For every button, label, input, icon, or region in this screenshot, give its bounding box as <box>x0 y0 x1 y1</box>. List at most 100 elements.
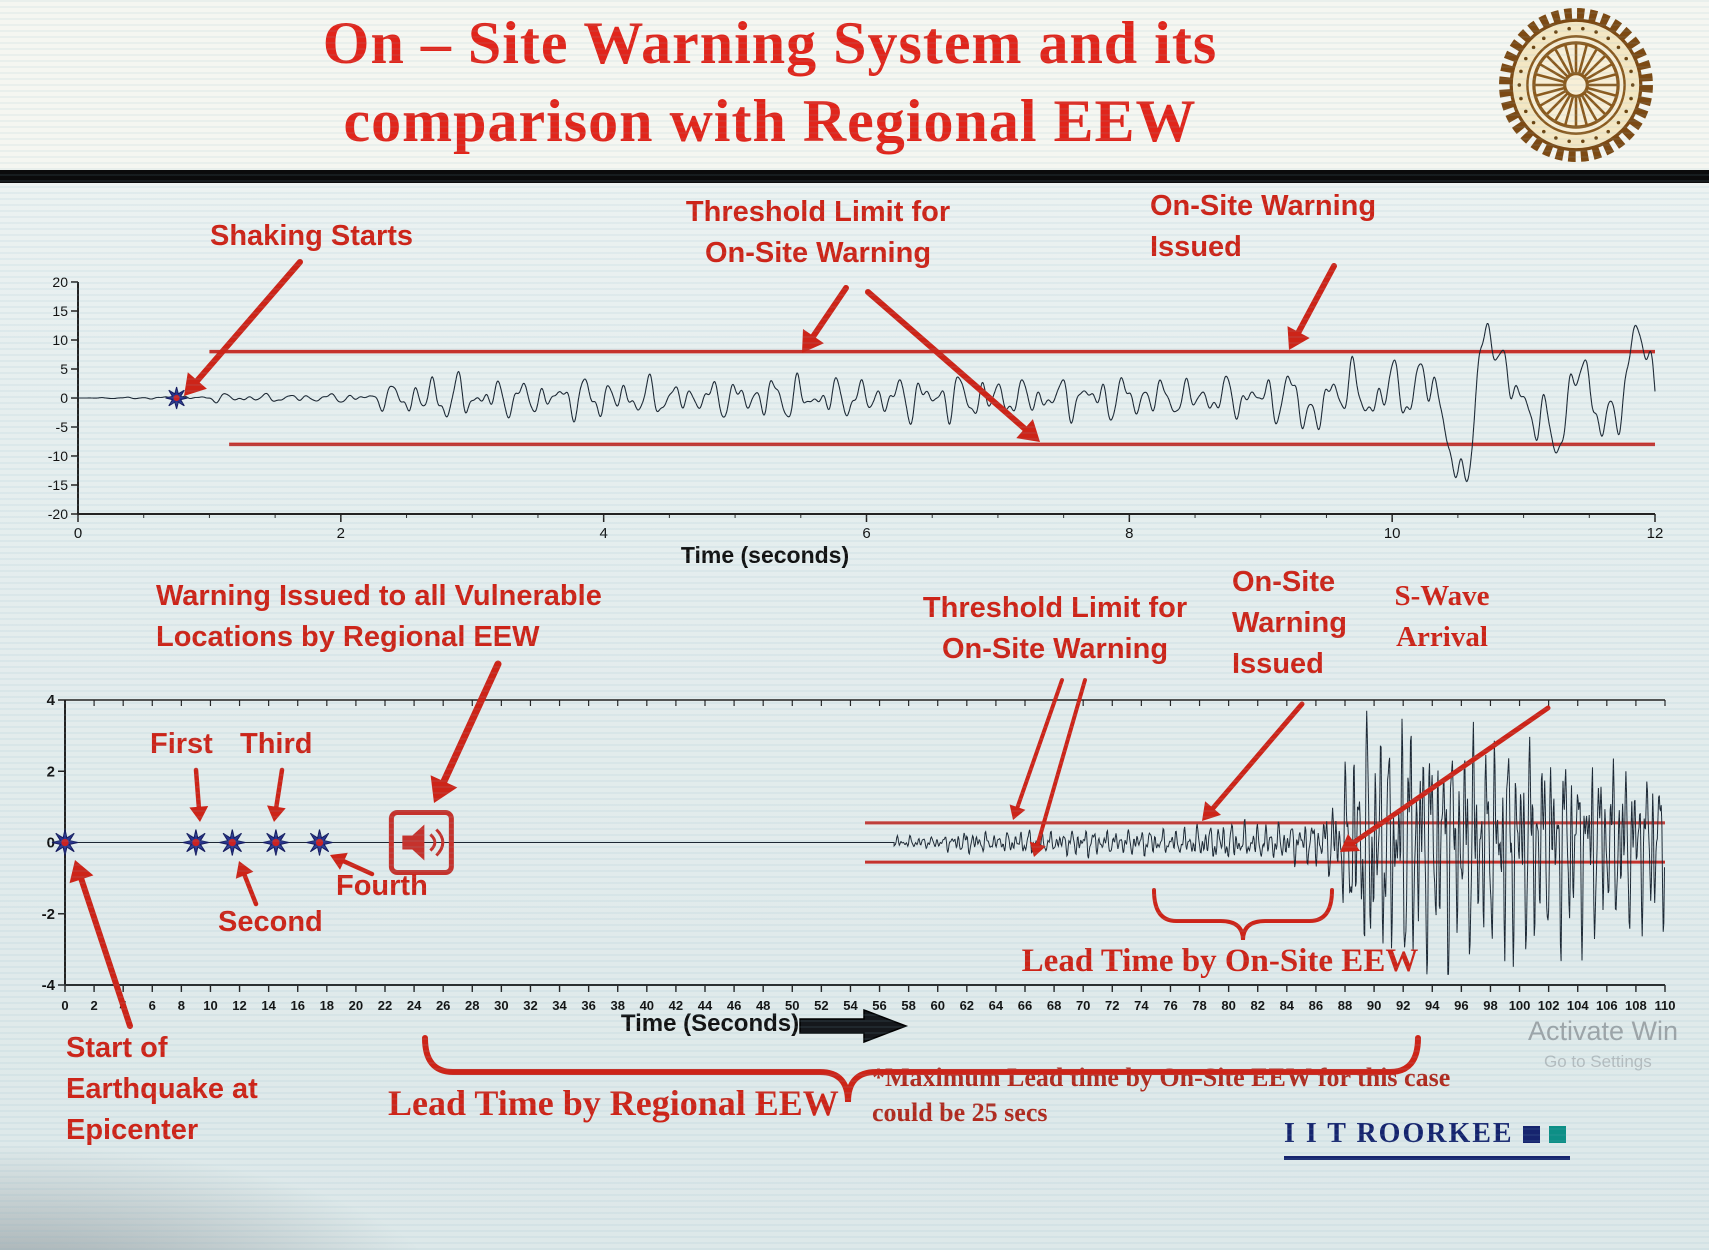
brand-square-navy-icon <box>1522 1125 1540 1143</box>
svg-text:106: 106 <box>1596 998 1618 1013</box>
svg-text:78: 78 <box>1192 998 1206 1013</box>
svg-text:0: 0 <box>47 835 55 852</box>
svg-text:4: 4 <box>599 525 607 542</box>
title-line-1: On – Site Warning System and its <box>322 10 1218 76</box>
svg-text:74: 74 <box>1134 998 1149 1013</box>
threshold-limit-label-top: Threshold Limit for On-Site Warning <box>685 196 951 270</box>
svg-text:108: 108 <box>1625 998 1647 1013</box>
svg-text:90: 90 <box>1367 998 1381 1013</box>
svg-text:46: 46 <box>727 998 741 1013</box>
svg-text:82: 82 <box>1250 998 1264 1013</box>
svg-text:-2: -2 <box>42 906 55 923</box>
svg-text:98: 98 <box>1483 998 1497 1013</box>
shaking-starts-label: Shaking Starts <box>210 220 414 252</box>
brand-underline <box>1284 1156 1570 1160</box>
iit-roorkee-wordmark: I I T ROORKEE <box>1284 1118 1566 1150</box>
svg-text:-20: -20 <box>48 506 68 522</box>
chart2-x-axis-label: Time (Seconds) <box>620 1010 800 1037</box>
svg-text:-15: -15 <box>48 477 68 493</box>
onsite-warning-issued-label-top: On-Site Warning Issued <box>1150 190 1377 264</box>
slide-title: On – Site Warning System and its compari… <box>60 4 1480 160</box>
svg-text:8: 8 <box>1125 525 1133 542</box>
svg-text:10: 10 <box>1384 525 1401 542</box>
svg-text:34: 34 <box>552 998 567 1013</box>
svg-text:58: 58 <box>901 998 915 1013</box>
svg-text:110: 110 <box>1655 998 1676 1013</box>
title-line-2: comparison with Regional EEW <box>343 88 1197 154</box>
fourth-warning-label: Fourth <box>336 870 428 902</box>
svg-text:62: 62 <box>960 998 974 1013</box>
svg-text:68: 68 <box>1047 998 1061 1013</box>
svg-text:0: 0 <box>60 390 68 406</box>
svg-text:-4: -4 <box>42 977 56 994</box>
svg-text:2: 2 <box>90 998 97 1013</box>
svg-text:44: 44 <box>698 998 713 1013</box>
svg-text:4: 4 <box>120 998 128 1013</box>
svg-text:10: 10 <box>203 998 217 1013</box>
onsite-warning-issued-label-bottom: On-Site Warning Issued <box>1232 566 1347 681</box>
svg-text:16: 16 <box>290 998 304 1013</box>
header-divider <box>0 170 1709 183</box>
svg-text:18: 18 <box>320 998 334 1013</box>
svg-text:70: 70 <box>1076 998 1090 1013</box>
svg-text:2: 2 <box>337 525 345 542</box>
slide-header: On – Site Warning System and its compari… <box>0 0 1709 170</box>
svg-text:12: 12 <box>232 998 246 1013</box>
chart1-x-axis-label: Time (seconds) <box>680 542 850 568</box>
regional-eew-warning-label: Warning Issued to all Vulnerable Locatio… <box>156 580 602 654</box>
svg-text:6: 6 <box>862 525 870 542</box>
svg-text:48: 48 <box>756 998 770 1013</box>
svg-text:8: 8 <box>178 998 185 1013</box>
svg-text:88: 88 <box>1338 998 1352 1013</box>
svg-text:5: 5 <box>60 361 68 377</box>
svg-text:100: 100 <box>1509 998 1531 1013</box>
svg-text:104: 104 <box>1567 998 1589 1013</box>
lead-time-regional-label: Lead Time by Regional EEW <box>388 1083 839 1123</box>
first-warning-label: First <box>150 728 213 760</box>
svg-text:94: 94 <box>1425 998 1440 1013</box>
svg-text:20: 20 <box>349 998 363 1013</box>
svg-text:72: 72 <box>1105 998 1119 1013</box>
second-warning-label: Second <box>218 906 323 938</box>
activate-windows-watermark: Activate Win <box>1528 1016 1679 1046</box>
svg-text:36: 36 <box>581 998 595 1013</box>
s-wave-arrival-label: S-Wave Arrival <box>1394 580 1490 654</box>
svg-text:76: 76 <box>1163 998 1177 1013</box>
svg-text:96: 96 <box>1454 998 1468 1013</box>
svg-text:2: 2 <box>47 763 55 780</box>
iit-roorkee-seal-icon <box>1499 8 1653 162</box>
svg-text:38: 38 <box>610 998 624 1013</box>
onsite-warning-seismogram-chart: -20 -15 -10 -5 0 5 10 15 20 0 2 4 6 8 10 12 <box>48 274 1664 542</box>
svg-text:-10: -10 <box>48 448 68 464</box>
svg-text:22: 22 <box>378 998 392 1013</box>
start-of-earthquake-label: Start of Earthquake at Epicenter <box>66 1032 258 1147</box>
svg-text:-5: -5 <box>56 419 69 435</box>
threshold-limit-label-bottom: Threshold Limit for On-Site Warning <box>922 592 1188 666</box>
svg-text:24: 24 <box>407 998 422 1013</box>
svg-text:6: 6 <box>149 998 156 1013</box>
svg-text:66: 66 <box>1018 998 1032 1013</box>
svg-text:40: 40 <box>640 998 654 1013</box>
svg-text:50: 50 <box>785 998 799 1013</box>
svg-text:28: 28 <box>465 998 479 1013</box>
svg-text:4: 4 <box>47 692 56 709</box>
svg-text:84: 84 <box>1280 998 1295 1013</box>
svg-text:102: 102 <box>1538 998 1560 1013</box>
svg-text:32: 32 <box>523 998 537 1013</box>
svg-text:0: 0 <box>61 998 68 1013</box>
svg-text:0: 0 <box>74 525 82 542</box>
svg-text:64: 64 <box>989 998 1004 1013</box>
svg-text:56: 56 <box>872 998 886 1013</box>
brand-square-teal-icon <box>1548 1125 1566 1143</box>
svg-text:42: 42 <box>669 998 683 1013</box>
go-to-settings-watermark: Go to Settings <box>1544 1052 1652 1071</box>
svg-text:60: 60 <box>930 998 944 1013</box>
svg-text:92: 92 <box>1396 998 1410 1013</box>
svg-text:26: 26 <box>436 998 450 1013</box>
svg-text:30: 30 <box>494 998 508 1013</box>
svg-text:20: 20 <box>52 274 68 290</box>
svg-text:15: 15 <box>52 303 68 319</box>
svg-text:80: 80 <box>1221 998 1235 1013</box>
